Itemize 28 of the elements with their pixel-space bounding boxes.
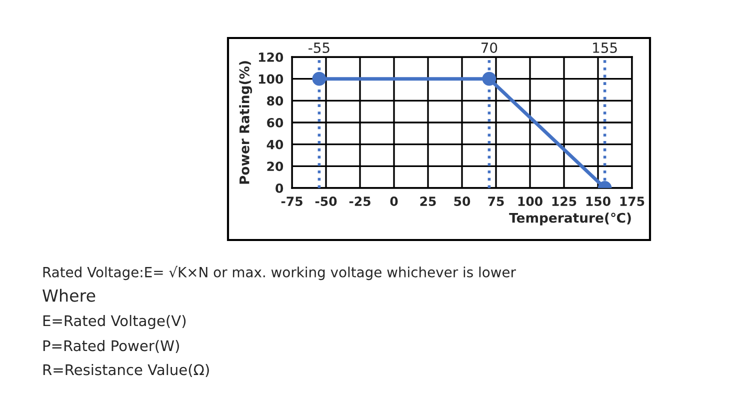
x-tick-label: 150 bbox=[586, 196, 610, 206]
x-axis-title: Temperature(℃) bbox=[509, 212, 631, 226]
text: Where bbox=[42, 288, 96, 302]
x-tick-label: -75 bbox=[281, 196, 302, 206]
x-tick-label: -50 bbox=[315, 196, 337, 206]
ref-line-label: 155 bbox=[593, 42, 617, 53]
x-tick-label: 75 bbox=[488, 196, 504, 206]
y-tick-label: 120 bbox=[258, 52, 284, 62]
x-tick-label: 125 bbox=[552, 196, 576, 206]
x-tick-label: 0 bbox=[390, 196, 398, 206]
y-tick-label: 100 bbox=[258, 74, 284, 84]
text: P=Rated Power(W) bbox=[43, 340, 179, 353]
x-tick-label: -25 bbox=[349, 196, 370, 206]
y-axis-title: Power Rating(%) bbox=[239, 61, 252, 184]
x-tick-label: 100 bbox=[518, 196, 542, 206]
y-tick-label: 80 bbox=[267, 96, 284, 106]
y-tick-label: 40 bbox=[266, 140, 284, 150]
text: E=Rated Voltage(V) bbox=[43, 314, 186, 330]
ref-line-label: -55 bbox=[308, 42, 330, 53]
x-tick-label: 25 bbox=[420, 196, 436, 206]
ref-line-label: 70 bbox=[482, 42, 498, 53]
y-tick-label: 0 bbox=[276, 183, 284, 193]
x-tick-label: 175 bbox=[620, 196, 644, 206]
y-tick-label: 60 bbox=[267, 118, 284, 128]
y-tick-label: 20 bbox=[267, 162, 284, 172]
text: R=Resistance Value(Ω) bbox=[43, 364, 209, 377]
x-tick-label: 50 bbox=[454, 196, 470, 206]
text: Rated Voltage:E= √K×N or max. working voltage whichever is lower bbox=[43, 266, 516, 280]
